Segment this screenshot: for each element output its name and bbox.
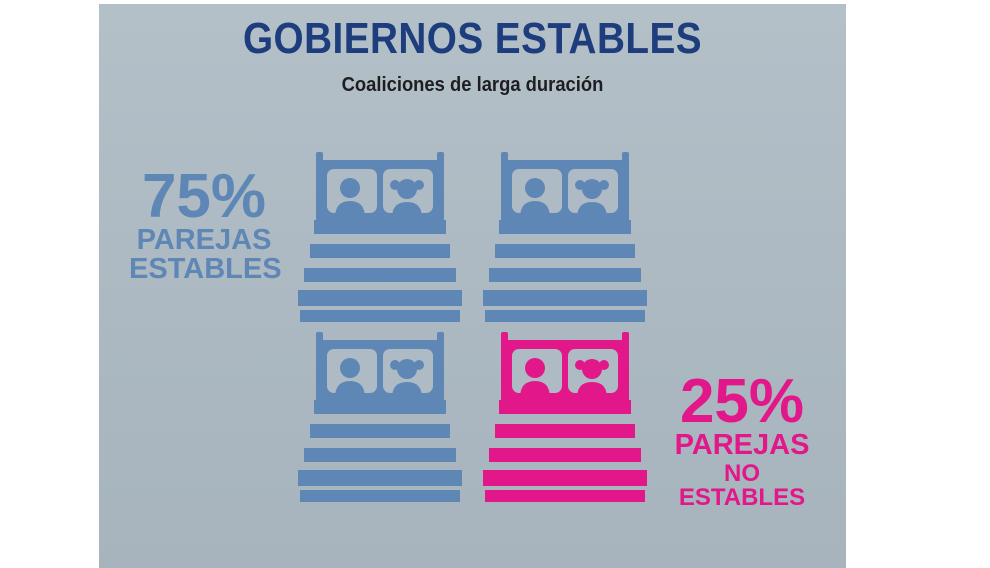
page-title: GOBIERNOS ESTABLES [242, 14, 702, 63]
stable-stat: 75% PAREJAS ESTABLES [129, 162, 282, 285]
page-subtitle: Coaliciones de larga duración [341, 74, 604, 96]
infographic-panel: GOBIERNOS ESTABLES Coaliciones de larga … [99, 4, 846, 568]
unstable-label-line1: PAREJAS [674, 429, 810, 461]
bed-stable-1 [298, 152, 462, 322]
unstable-stat: 25% PAREJAS NO ESTABLES [667, 371, 817, 510]
stable-percent: 75% [141, 162, 267, 231]
unstable-percent: 25% [679, 367, 805, 436]
stable-label-line2: ESTABLES [129, 253, 282, 285]
unstable-label-line2: NO ESTABLES [678, 460, 806, 511]
bed-stable-3 [298, 332, 462, 502]
stable-label-line1: PAREJAS [136, 224, 272, 256]
bed-stable-2 [483, 152, 647, 322]
bed-unstable-1 [483, 332, 647, 502]
